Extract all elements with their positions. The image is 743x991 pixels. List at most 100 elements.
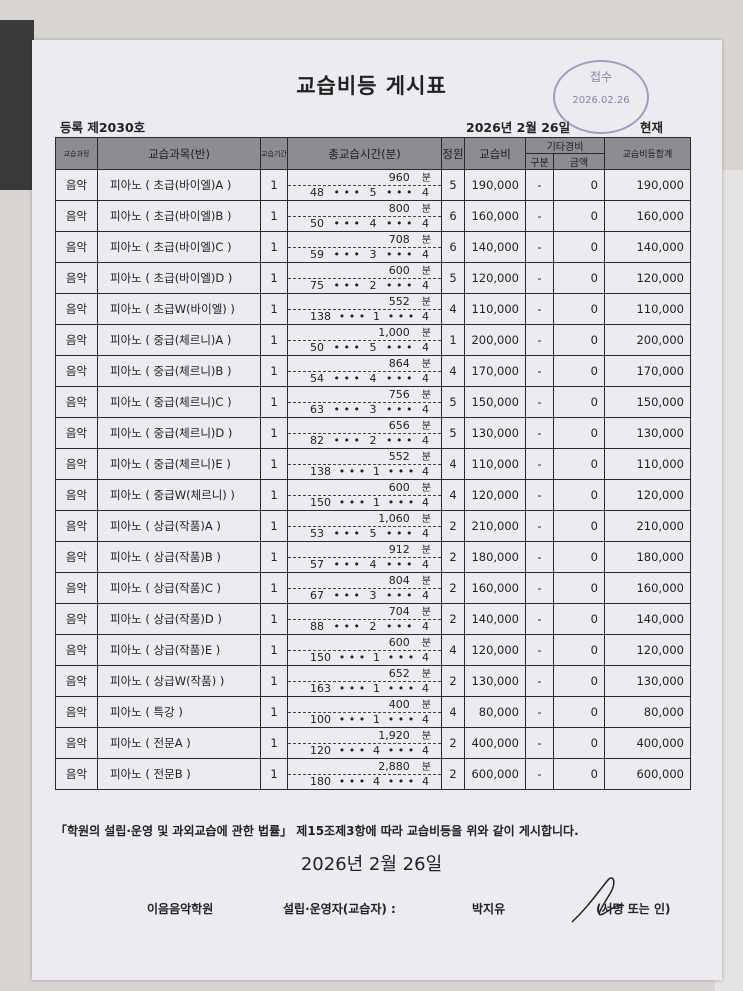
other-type-cell: -	[525, 479, 554, 511]
total-cell: 140,000	[604, 231, 691, 263]
total-time-cell: 400 분 100 • • • 1 • • • 4	[287, 696, 442, 728]
fee-cell: 180,000	[464, 541, 526, 573]
times-per-week: 1	[373, 713, 380, 726]
total-minutes: 1,920 분	[288, 728, 441, 744]
minutes-unit: 분	[421, 390, 431, 401]
capacity-cell: 5	[441, 417, 465, 449]
table-row: 음악 피아노 ( 상급(작품)B ) 1 912 분 57 • • • 4 • • • 4 2 180…	[55, 541, 691, 573]
receipt-stamp: 접수 2026.02.26	[553, 60, 649, 134]
dots: • • •	[386, 620, 413, 633]
dots: • • •	[333, 403, 360, 416]
operator-label: 설립·운영자(교습자) :	[283, 902, 396, 916]
weeks: 4	[422, 310, 429, 323]
capacity-cell: 4	[441, 479, 465, 511]
weeks: 4	[422, 434, 429, 447]
dots: • • •	[386, 248, 413, 261]
other-amount-cell: 0	[553, 169, 605, 201]
other-type-cell: -	[525, 355, 554, 387]
dots: • • •	[386, 279, 413, 292]
fee-cell: 120,000	[464, 634, 526, 666]
period-cell: 1	[260, 510, 288, 542]
total-time-cell: 1,060 분 53 • • • 5 • • • 4	[287, 510, 442, 542]
minutes-unit: 분	[421, 359, 431, 370]
stamp-text: 접수	[589, 70, 613, 84]
dots: • • •	[333, 279, 360, 292]
time-breakdown: 53 • • • 5 • • • 4	[288, 527, 441, 541]
table-row: 음악 피아노 ( 초급(바이엘)C ) 1 708 분 59 • • • 3 • • • 4 6 14…	[55, 231, 691, 263]
table-row: 음악 피아노 ( 상급(작품)A ) 1 1,060 분 53 • • • 5 • • • 4 2 2…	[55, 510, 691, 542]
time-breakdown: 138 • • • 1 • • • 4	[288, 465, 441, 479]
per-session-minutes: 150	[310, 496, 331, 509]
capacity-cell: 2	[441, 665, 465, 697]
table-row: 음악 피아노 ( 중급(체르니)D ) 1 656 분 82 • • • 2 • • • 4 5 13…	[55, 417, 691, 449]
per-session-minutes: 50	[310, 341, 324, 354]
total-cell: 200,000	[604, 324, 691, 356]
time-breakdown: 75 • • • 2 • • • 4	[288, 279, 441, 293]
dots: • • •	[333, 341, 360, 354]
weeks: 4	[422, 589, 429, 602]
subject-cell: 피아노 ( 상급(작품)B )	[97, 541, 261, 573]
dots: • • •	[333, 372, 360, 385]
dots: • • •	[386, 589, 413, 602]
other-amount-cell: 0	[553, 324, 605, 356]
weeks: 4	[422, 248, 429, 261]
period-cell: 1	[260, 448, 288, 480]
weeks: 4	[422, 558, 429, 571]
period-cell: 1	[260, 634, 288, 666]
subject-cell: 피아노 ( 중급(체르니)E )	[97, 448, 261, 480]
legal-statement: 「학원의 설립·운영 및 과외교습에 관한 법률」 제15조제3항에 따라 교습…	[55, 824, 579, 838]
course-cell: 음악	[55, 262, 98, 294]
table-row: 음악 피아노 ( 중급(체르니)E ) 1 552 분 138 • • • 1 • • • 4 4 1…	[55, 448, 691, 480]
capacity-cell: 4	[441, 634, 465, 666]
total-cell: 160,000	[604, 200, 691, 232]
signature-label: (서명 또는 인)	[596, 902, 671, 916]
header-subject: 교습과목(반)	[97, 137, 261, 170]
total-time-cell: 552 분 138 • • • 1 • • • 4	[287, 448, 442, 480]
times-per-week: 2	[369, 279, 377, 292]
course-cell: 음악	[55, 386, 98, 418]
total-minutes: 800 분	[288, 201, 441, 217]
academy-name: 이음음악학원	[147, 902, 214, 916]
per-session-minutes: 150	[310, 651, 331, 664]
subject-cell: 피아노 ( 전문B )	[97, 758, 261, 790]
times-per-week: 1	[373, 310, 380, 323]
total-minutes: 1,060 분	[288, 511, 441, 527]
total-time-cell: 656 분 82 • • • 2 • • • 4	[287, 417, 442, 449]
other-type-cell: -	[525, 386, 554, 418]
per-session-minutes: 63	[310, 403, 324, 416]
time-breakdown: 100 • • • 1 • • • 4	[288, 713, 441, 727]
header-course: 교습과정	[55, 137, 98, 170]
fee-cell: 210,000	[464, 510, 526, 542]
other-type-cell: -	[525, 324, 554, 356]
period-cell: 1	[260, 758, 288, 790]
total-cell: 120,000	[604, 479, 691, 511]
times-per-week: 1	[373, 496, 380, 509]
table-row: 음악 피아노 ( 초급(바이엘)D ) 1 600 분 75 • • • 2 • • • 4 5 12…	[55, 262, 691, 294]
dots: • • •	[338, 682, 366, 695]
minutes-unit: 분	[421, 235, 431, 246]
header-total: 교습비등합계	[604, 137, 691, 170]
weeks: 4	[422, 403, 429, 416]
minutes-unit: 분	[421, 731, 431, 742]
course-cell: 음악	[55, 727, 98, 759]
times-per-week: 4	[369, 217, 377, 230]
table-row: 음악 피아노 ( 특강 ) 1 400 분 100 • • • 1 • • • 4 4 80,000-…	[55, 696, 691, 728]
per-session-minutes: 120	[310, 744, 331, 757]
subject-cell: 피아노 ( 특강 )	[97, 696, 261, 728]
dots: • • •	[333, 186, 360, 199]
dots: • • •	[386, 186, 413, 199]
times-per-week: 3	[369, 248, 377, 261]
other-amount-cell: 0	[553, 634, 605, 666]
capacity-cell: 2	[441, 603, 465, 635]
weeks: 4	[422, 744, 429, 757]
total-cell: 600,000	[604, 758, 691, 790]
fee-cell: 140,000	[464, 231, 526, 263]
times-per-week: 4	[373, 744, 380, 757]
fee-cell: 160,000	[464, 572, 526, 604]
header-capacity: 정원	[441, 137, 465, 170]
course-cell: 음악	[55, 541, 98, 573]
dots: • • •	[333, 620, 360, 633]
as-of-label: 현재	[640, 120, 664, 135]
times-per-week: 5	[369, 186, 377, 199]
per-session-minutes: 88	[310, 620, 324, 633]
